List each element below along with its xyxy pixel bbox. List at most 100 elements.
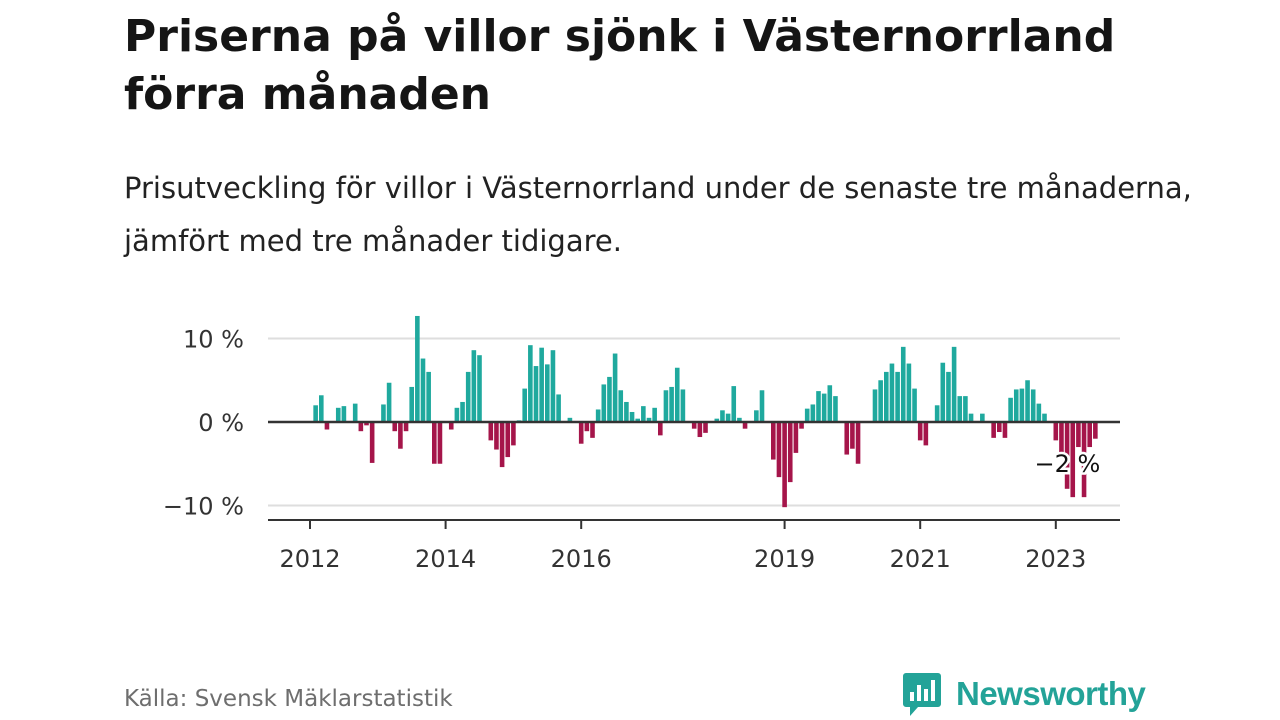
bar bbox=[833, 396, 838, 422]
bar bbox=[454, 407, 460, 422]
bar bbox=[799, 422, 804, 429]
bar bbox=[850, 422, 855, 449]
bar bbox=[669, 386, 674, 422]
bar bbox=[595, 409, 601, 422]
bar bbox=[460, 401, 465, 422]
brand-logo-lockup: Newsworthy bbox=[902, 670, 1146, 718]
bar bbox=[759, 390, 765, 422]
bar bbox=[590, 422, 595, 438]
bar bbox=[635, 418, 640, 422]
bar bbox=[934, 405, 940, 422]
bar bbox=[1036, 403, 1042, 422]
bar bbox=[1019, 388, 1025, 422]
bar bbox=[674, 367, 680, 422]
bar bbox=[810, 404, 816, 422]
bar bbox=[381, 404, 386, 422]
bar bbox=[641, 406, 646, 422]
bar bbox=[991, 422, 996, 438]
bar bbox=[341, 406, 347, 422]
x-tick-label: 2019 bbox=[754, 545, 815, 573]
bar bbox=[737, 417, 742, 422]
bar bbox=[488, 422, 494, 441]
bar bbox=[917, 422, 923, 441]
bar bbox=[1064, 422, 1070, 489]
bar bbox=[968, 413, 974, 422]
bar bbox=[855, 422, 861, 464]
bar bbox=[420, 358, 426, 422]
bar bbox=[415, 315, 420, 422]
bar bbox=[754, 410, 759, 422]
x-tick-label: 2014 bbox=[415, 545, 476, 573]
bar bbox=[612, 353, 618, 422]
bar bbox=[352, 403, 358, 422]
newsworthy-logo-icon bbox=[903, 673, 941, 716]
bar bbox=[742, 422, 748, 429]
bar bbox=[646, 417, 652, 422]
bar bbox=[528, 345, 533, 422]
bar bbox=[776, 422, 782, 478]
bar bbox=[906, 363, 912, 422]
bar bbox=[697, 422, 703, 438]
y-tick-label: −10 % bbox=[163, 493, 244, 521]
bar bbox=[658, 422, 663, 436]
x-tick-label: 2023 bbox=[1025, 545, 1086, 573]
bar bbox=[1002, 422, 1008, 438]
bar bbox=[471, 350, 477, 422]
bar bbox=[827, 385, 833, 422]
y-tick-label: 0 % bbox=[198, 409, 244, 437]
bar bbox=[1087, 422, 1092, 448]
bar bbox=[545, 364, 550, 422]
bar bbox=[900, 346, 906, 422]
bar bbox=[793, 422, 799, 453]
x-tick-label: 2016 bbox=[551, 545, 612, 573]
bar bbox=[957, 396, 963, 422]
bar bbox=[494, 422, 499, 450]
bar bbox=[1025, 380, 1030, 422]
bar bbox=[364, 422, 369, 426]
bar bbox=[386, 382, 392, 422]
bar bbox=[584, 422, 590, 432]
source-note: Källa: Svensk Mäklarstatistik bbox=[124, 686, 453, 712]
bar bbox=[714, 418, 720, 422]
x-tick-label: 2012 bbox=[279, 545, 340, 573]
bar bbox=[578, 422, 584, 444]
latest-value-label: −2 % bbox=[1035, 450, 1101, 478]
bar bbox=[1093, 422, 1098, 439]
bar bbox=[601, 384, 607, 422]
bar bbox=[895, 371, 900, 422]
bar bbox=[409, 386, 414, 422]
bar bbox=[1059, 422, 1064, 456]
chart-subtitle: Prisutveckling för villor i Västernorrla… bbox=[124, 171, 1192, 258]
bar bbox=[1053, 422, 1059, 441]
bar bbox=[663, 390, 669, 422]
bar bbox=[556, 394, 561, 422]
bar bbox=[533, 366, 539, 423]
bar bbox=[313, 405, 318, 422]
bar bbox=[816, 391, 821, 422]
bar bbox=[889, 363, 895, 422]
bar bbox=[398, 422, 403, 449]
bar bbox=[629, 411, 635, 422]
bar bbox=[1076, 422, 1081, 448]
bar bbox=[680, 389, 686, 422]
bar bbox=[980, 413, 985, 422]
bar bbox=[691, 422, 697, 429]
bar bbox=[1008, 397, 1013, 422]
bar bbox=[403, 422, 409, 432]
bar bbox=[319, 395, 324, 422]
bar bbox=[1030, 389, 1036, 422]
bar bbox=[505, 422, 511, 458]
bar bbox=[951, 346, 957, 422]
bar bbox=[522, 388, 527, 422]
bar bbox=[652, 407, 657, 422]
bar bbox=[539, 347, 544, 422]
bar bbox=[731, 386, 737, 422]
bar bbox=[624, 401, 629, 422]
bar bbox=[771, 422, 776, 460]
bar bbox=[782, 422, 787, 508]
bar bbox=[963, 396, 968, 422]
bar bbox=[432, 422, 437, 464]
bar bbox=[844, 422, 850, 455]
bar bbox=[912, 388, 917, 422]
bar bbox=[997, 422, 1002, 433]
